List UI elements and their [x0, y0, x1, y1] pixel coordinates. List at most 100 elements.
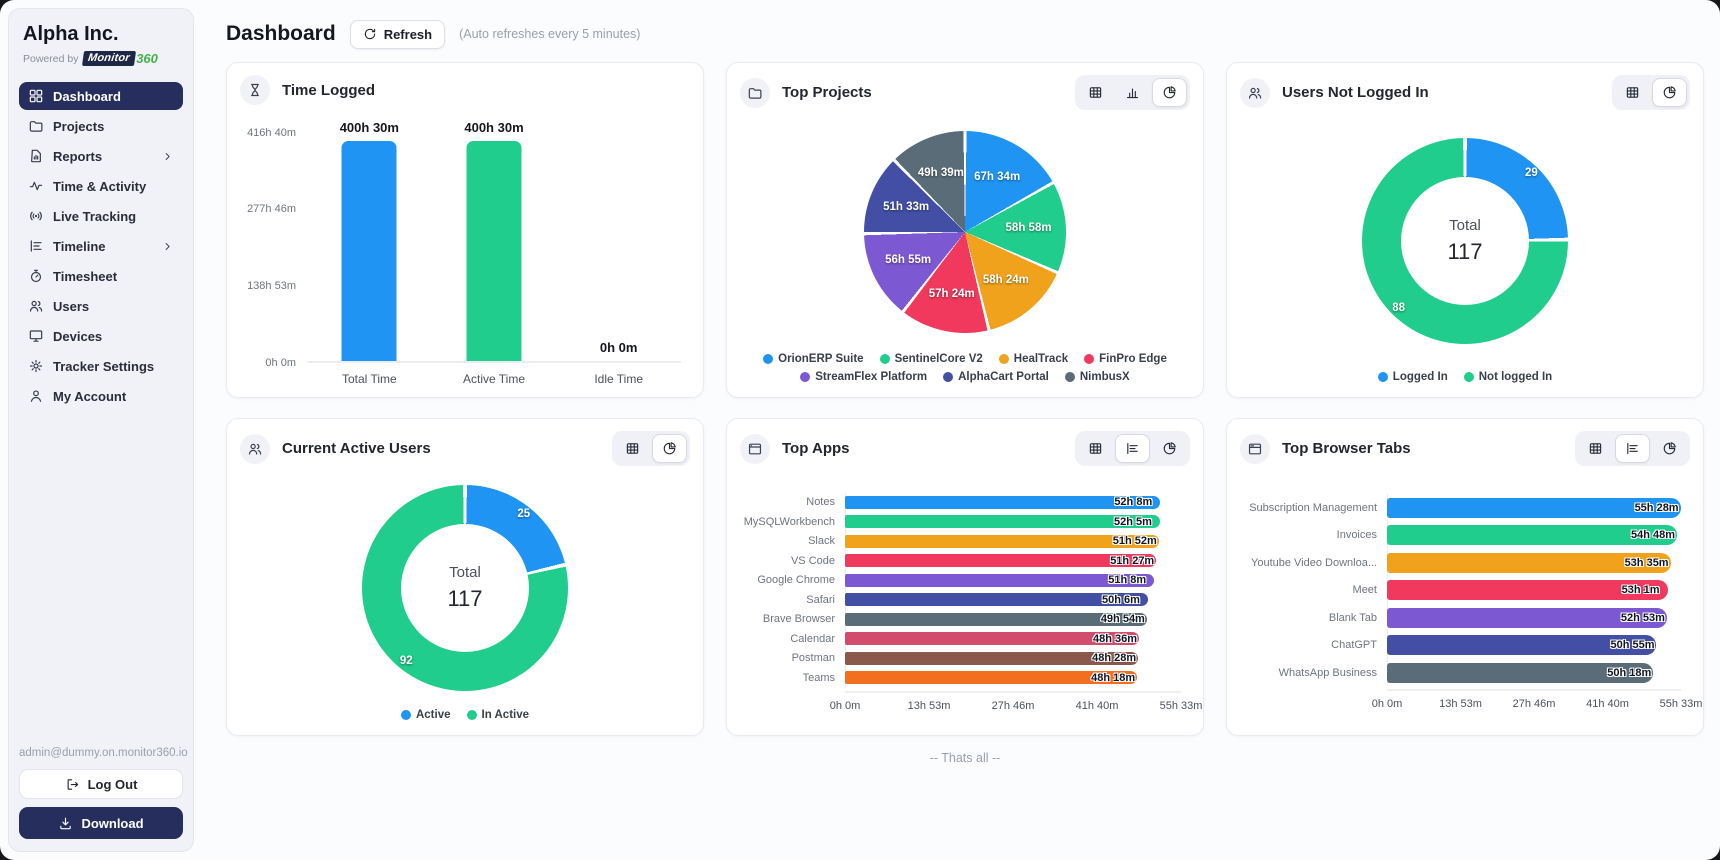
- bar-label: Calendar: [790, 632, 835, 645]
- bar[interactable]: [845, 573, 1155, 587]
- logout-button[interactable]: Log Out: [19, 769, 183, 799]
- sidebar-item-time-activity[interactable]: Time & Activity: [19, 172, 183, 200]
- table-view-button[interactable]: [1078, 78, 1113, 107]
- chart-area: 67h 34m 58h 58m 58h 24m 57h 24m 56h 55m 51h 3…: [727, 114, 1203, 397]
- donut-total-value: 117: [447, 585, 483, 611]
- bar[interactable]: [845, 554, 1157, 568]
- pie-chart-view-button[interactable]: [1152, 434, 1187, 463]
- card-top-browser-tabs: Top Browser Tabs Subscription Management 5…: [1226, 418, 1704, 736]
- sidebar-item-users[interactable]: Users: [19, 292, 183, 320]
- sidebar-item-devices[interactable]: Devices: [19, 322, 183, 350]
- card-header: Time Logged: [227, 63, 703, 109]
- browser-tab-icon: [1240, 433, 1270, 464]
- legend-dot: [879, 354, 890, 364]
- powered-by-label: Powered by: [23, 52, 79, 65]
- pie-chart[interactable]: 67h 34m 58h 58m 58h 24m 57h 24m 56h 55m 51h 3…: [864, 130, 1066, 333]
- bar-value-label: 50h 18m: [1607, 666, 1652, 679]
- hourglass-icon: [240, 75, 270, 105]
- chart-legend: Logged In Not logged In: [1377, 371, 1552, 383]
- bar-value-label: 53h 35m: [1624, 556, 1669, 569]
- bar[interactable]: [1387, 552, 1671, 573]
- sidebar-item-reports[interactable]: Reports: [19, 142, 183, 170]
- bar-row: Postman 48h 28m: [737, 649, 1181, 669]
- bar-value-label: 400h 30m: [464, 120, 524, 136]
- bar[interactable]: [845, 515, 1160, 529]
- sidebar-item-dashboard[interactable]: Dashboard: [19, 82, 183, 110]
- pie-chart-view-button[interactable]: [1652, 434, 1687, 463]
- sidebar-item-my-account[interactable]: My Account: [19, 382, 183, 410]
- bar-chart-view-button[interactable]: [1615, 434, 1650, 463]
- bar[interactable]: [845, 593, 1149, 607]
- bar-value-label: 51h 8m: [1108, 574, 1147, 587]
- bar[interactable]: [845, 671, 1138, 685]
- sidebar-item-timesheet[interactable]: Timesheet: [19, 262, 183, 290]
- bar[interactable]: [845, 495, 1161, 509]
- table-view-button[interactable]: [615, 434, 650, 463]
- axis-line: [845, 492, 846, 688]
- pie-slice-label: 67h 34m: [974, 170, 1021, 183]
- donut-chart[interactable]: 29 88 Total 117: [1362, 137, 1568, 344]
- pie-chart-view-button[interactable]: [1152, 78, 1187, 107]
- pie-slice-label: 58h 24m: [982, 274, 1029, 287]
- pie-chart-icon: [662, 441, 677, 456]
- x-axis-tick: 55h 33m: [1659, 698, 1703, 711]
- pie-chart-view-button[interactable]: [652, 434, 687, 463]
- bar[interactable]: [1387, 580, 1668, 600]
- cards-grid: Time Logged 416h 40m 277h 46m 138h 53m 0h 0m…: [226, 62, 1704, 736]
- logout-label: Log Out: [87, 776, 138, 792]
- x-axis-tick: 41h 40m: [1586, 698, 1629, 711]
- bar-row: ChatGPT 50h 55m: [1237, 631, 1681, 659]
- bar[interactable]: [845, 651, 1139, 665]
- bar-chart-view-button[interactable]: [1115, 434, 1150, 463]
- chart-area: Subscription Management 55h 28m Invoices 54…: [1227, 470, 1703, 735]
- users-icon: [1240, 77, 1270, 108]
- table-view-button[interactable]: [1078, 434, 1113, 463]
- bar-row: Teams 48h 18m: [737, 668, 1181, 688]
- bar[interactable]: [845, 632, 1139, 646]
- bar[interactable]: [845, 612, 1147, 626]
- sidebar: Alpha Inc. Powered by Monitor 360 Dashboa…: [8, 8, 194, 852]
- bar[interactable]: [1387, 662, 1654, 683]
- download-icon: [58, 816, 73, 831]
- legend-dot: [466, 710, 477, 720]
- bar[interactable]: [1387, 525, 1678, 545]
- legend-label: In Active: [481, 709, 530, 721]
- sidebar-item-timeline[interactable]: Timeline: [19, 232, 183, 260]
- download-button[interactable]: Download: [19, 807, 183, 839]
- card-title: Users Not Logged In: [1282, 84, 1429, 101]
- bar[interactable]: [845, 534, 1159, 548]
- table-view-button[interactable]: [1578, 434, 1613, 463]
- bar[interactable]: [1387, 635, 1657, 655]
- bar-label: Youtube Video Downloa...: [1251, 556, 1377, 569]
- bar-row: MySQLWorkbench 52h 5m: [737, 512, 1181, 532]
- legend-label: NimbusX: [1079, 371, 1130, 383]
- bar[interactable]: [1387, 607, 1667, 628]
- legend-dot: [1064, 372, 1075, 382]
- bar[interactable]: [341, 141, 397, 361]
- bar[interactable]: [1387, 497, 1681, 518]
- bar-row: Subscription Management 55h 28m: [1237, 494, 1681, 522]
- sidebar-item-tracker-settings[interactable]: Tracker Settings: [19, 352, 183, 380]
- legend-item: HealTrack: [998, 353, 1068, 365]
- download-label: Download: [81, 815, 144, 831]
- chart-area: 25 92 Total 117 Active In Active: [227, 470, 703, 735]
- refresh-button[interactable]: Refresh: [349, 19, 446, 49]
- bar-value-label: 48h 28m: [1092, 652, 1137, 665]
- pie-chart-view-button[interactable]: [1652, 78, 1687, 107]
- table-view-button[interactable]: [1615, 78, 1650, 107]
- bar-row: Blank Tab 52h 53m: [1237, 604, 1681, 632]
- bar-label: Invoices: [1336, 529, 1377, 541]
- sidebar-item-label: Reports: [53, 148, 103, 164]
- sidebar-item-live-tracking[interactable]: Live Tracking: [19, 202, 183, 230]
- legend-label: StreamFlex Platform: [815, 371, 928, 383]
- bar[interactable]: [466, 141, 522, 361]
- bar-value-label: 50h 55m: [1610, 639, 1655, 651]
- card-title: Time Logged: [282, 81, 376, 99]
- y-axis-tick: 277h 46m: [247, 203, 296, 216]
- bar-chart-view-button[interactable]: [1115, 78, 1150, 107]
- donut-chart[interactable]: 25 92 Total 117: [362, 484, 568, 691]
- bar-row: WhatsApp Business 50h 18m: [1237, 659, 1681, 687]
- pie-chart-icon: [1662, 85, 1677, 100]
- bar-value-label: 51h 52m: [1112, 535, 1157, 548]
- sidebar-item-projects[interactable]: Projects: [19, 112, 183, 140]
